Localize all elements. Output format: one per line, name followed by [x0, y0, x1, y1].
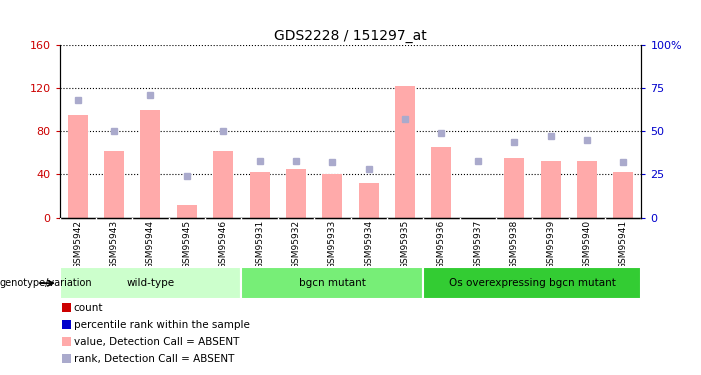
Text: GSM95936: GSM95936 [437, 220, 446, 269]
Text: GSM95938: GSM95938 [510, 220, 519, 269]
Bar [140, 110, 161, 218]
Bar [322, 174, 342, 217]
Bar [359, 183, 379, 218]
Bar [62, 303, 71, 312]
Text: GSM95942: GSM95942 [74, 220, 82, 269]
Text: value, Detection Call = ABSENT: value, Detection Call = ABSENT [74, 337, 239, 347]
Bar [104, 151, 124, 217]
Text: GSM95943: GSM95943 [109, 220, 118, 269]
Text: GSM95939: GSM95939 [546, 220, 555, 269]
Text: Os overexpressing bgcn mutant: Os overexpressing bgcn mutant [449, 278, 615, 288]
Bar [62, 354, 71, 363]
Bar [62, 337, 71, 346]
Text: GSM95931: GSM95931 [255, 220, 264, 269]
Bar [68, 115, 88, 218]
Text: GSM95937: GSM95937 [473, 220, 482, 269]
Bar [213, 151, 233, 217]
Bar [286, 169, 306, 217]
Text: GSM95933: GSM95933 [328, 220, 336, 269]
Bar [250, 172, 270, 217]
Text: GSM95944: GSM95944 [146, 220, 155, 269]
Bar [613, 172, 633, 217]
Text: count: count [74, 303, 103, 313]
Text: GSM95935: GSM95935 [400, 220, 409, 269]
Text: bgcn mutant: bgcn mutant [299, 278, 366, 288]
Bar [431, 147, 451, 218]
Bar [423, 267, 641, 299]
Text: GSM95940: GSM95940 [583, 220, 592, 269]
Text: rank, Detection Call = ABSENT: rank, Detection Call = ABSENT [74, 354, 234, 364]
Bar [60, 267, 241, 299]
Bar [504, 158, 524, 218]
Text: percentile rank within the sample: percentile rank within the sample [74, 320, 250, 330]
Bar [62, 320, 71, 329]
Text: GSM95945: GSM95945 [182, 220, 191, 269]
Text: GSM95946: GSM95946 [219, 220, 228, 269]
Bar [395, 86, 415, 218]
Text: GSM95934: GSM95934 [365, 220, 373, 269]
Bar [540, 161, 561, 218]
Text: wild-type: wild-type [126, 278, 175, 288]
Bar [177, 205, 197, 218]
Text: GSM95932: GSM95932 [292, 220, 301, 269]
Bar [241, 267, 423, 299]
Text: GSM95941: GSM95941 [619, 220, 627, 269]
Bar [577, 161, 597, 218]
Title: GDS2228 / 151297_at: GDS2228 / 151297_at [274, 28, 427, 43]
Text: genotype/variation: genotype/variation [0, 278, 93, 288]
